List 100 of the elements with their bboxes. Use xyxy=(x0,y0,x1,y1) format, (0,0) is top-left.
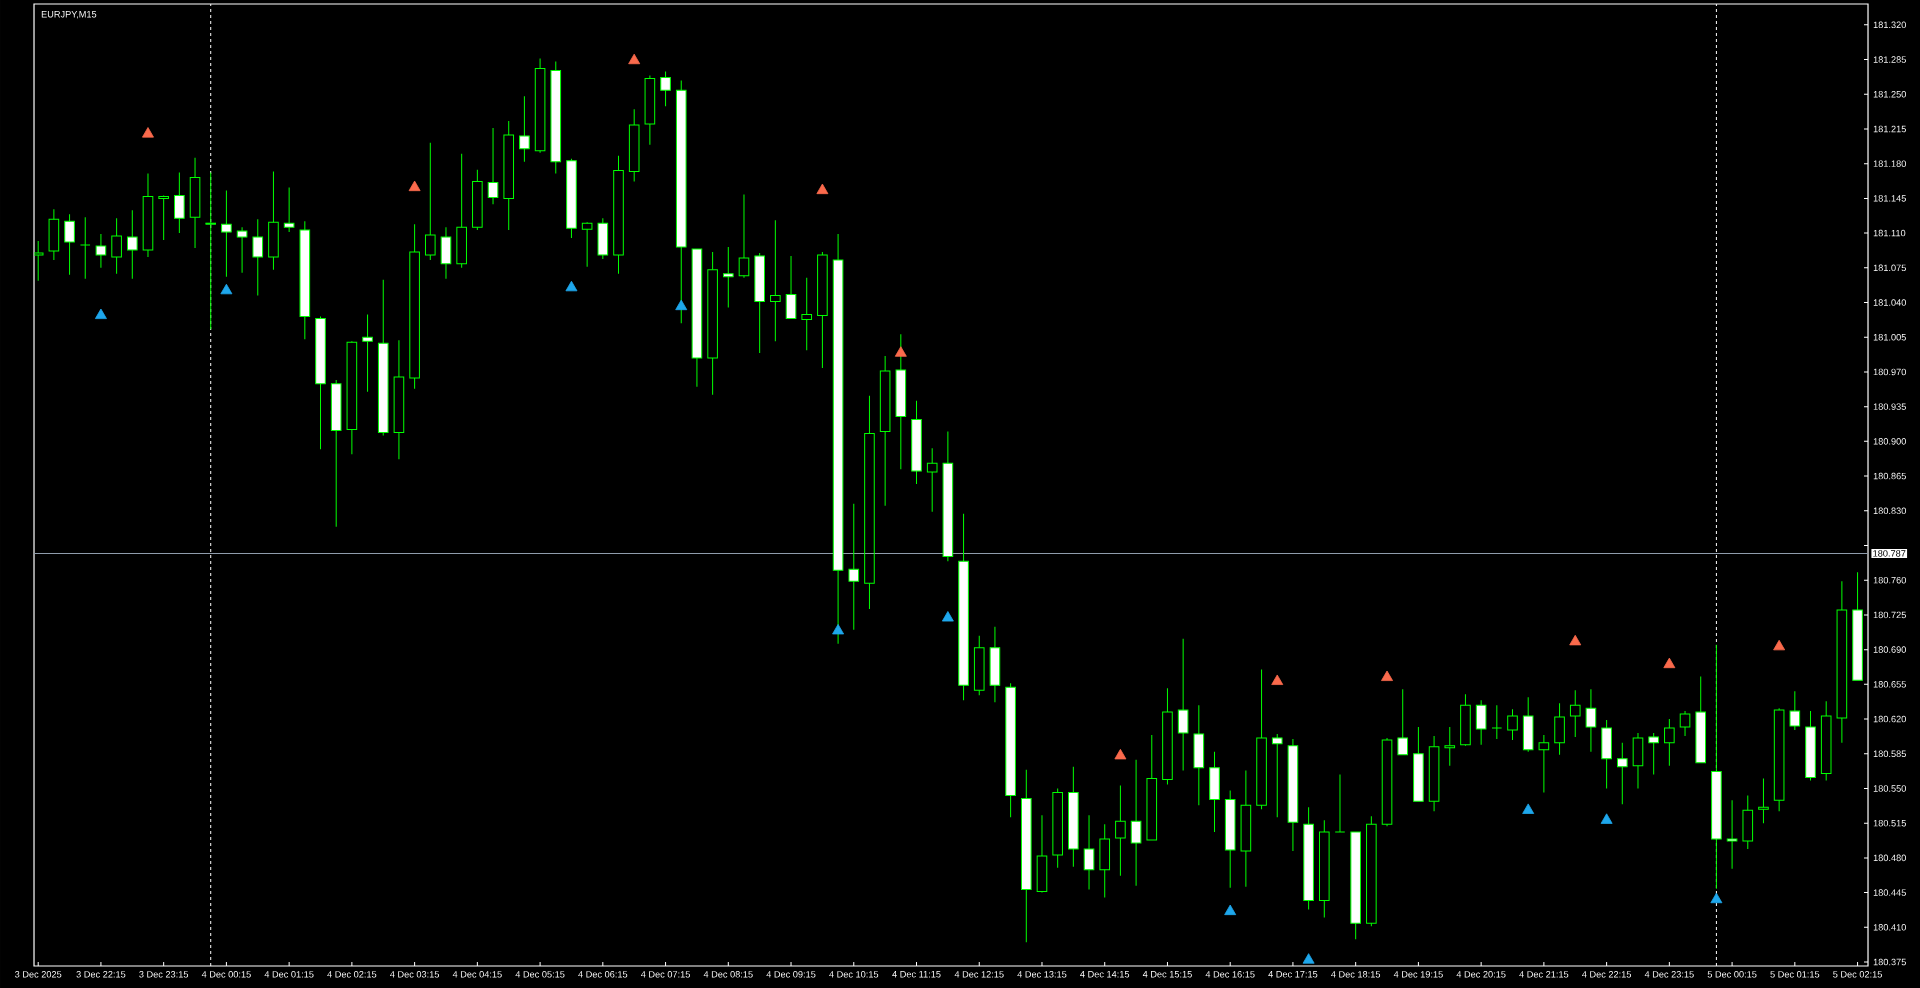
candlestick xyxy=(1522,696,1534,753)
y-tick-label: 181.250 xyxy=(1873,91,1906,98)
candlestick xyxy=(1601,719,1612,789)
point xyxy=(408,180,421,192)
candlestick xyxy=(1460,693,1471,746)
x-tick-label: 4 Dec 18:15 xyxy=(1331,971,1381,978)
candlestick xyxy=(393,339,405,460)
candlestick xyxy=(1366,815,1377,927)
candlestick xyxy=(1554,702,1565,756)
x-tick-label: 4 Dec 15:15 xyxy=(1142,971,1192,978)
candlestick xyxy=(377,279,389,436)
point xyxy=(832,623,845,635)
point xyxy=(628,53,641,65)
x-tick-label: 4 Dec 17:15 xyxy=(1268,971,1318,978)
point xyxy=(1224,904,1237,916)
text: EURJPY,M15 xyxy=(41,11,97,19)
candlestick xyxy=(1240,770,1252,888)
y-tick-label: 180.760 xyxy=(1873,576,1906,584)
candlestick xyxy=(1664,718,1675,767)
y-tick-label: 180.480 xyxy=(1873,854,1906,862)
candlestick xyxy=(48,208,60,261)
point xyxy=(1773,639,1786,651)
point xyxy=(1663,657,1676,669)
x-tick-label: 4 Dec 16:15 xyxy=(1205,971,1255,978)
candlestick xyxy=(1444,726,1456,767)
candlestick xyxy=(660,70,671,107)
point xyxy=(941,611,954,622)
candlestick xyxy=(911,400,922,485)
x-tick-label: 4 Dec 08:15 xyxy=(703,971,753,978)
point xyxy=(816,183,829,195)
candlestick xyxy=(111,217,122,275)
candlestick xyxy=(550,61,562,175)
candlestick xyxy=(126,209,138,280)
candlestick xyxy=(362,313,373,393)
candlestick xyxy=(315,315,326,450)
x-tick-label: 4 Dec 06:15 xyxy=(578,971,628,978)
x-tick-label: 4 Dec 00:15 xyxy=(201,971,251,978)
y-tick-label: 180.935 xyxy=(1873,403,1906,410)
x-tick-label: 4 Dec 20:15 xyxy=(1456,971,1506,978)
x-tick-label: 4 Dec 03:15 xyxy=(390,971,440,978)
candlestick xyxy=(989,626,1001,703)
candlestick xyxy=(1381,737,1393,827)
candlestick xyxy=(675,79,687,324)
candlestick xyxy=(1115,784,1126,877)
y-tick-label: 180.515 xyxy=(1873,819,1906,827)
x-tick-label: 4 Dec 07:15 xyxy=(640,971,690,978)
x-tick-label: 4 Dec 14:15 xyxy=(1080,971,1130,978)
point xyxy=(565,280,578,292)
candlestick xyxy=(1695,675,1707,764)
candlestick xyxy=(1475,699,1487,746)
x-tick-label: 3 Dec 22:15 xyxy=(76,971,126,978)
candlestick xyxy=(64,213,75,276)
y-tick-label: 181.005 xyxy=(1873,333,1906,341)
x-tick-label: 4 Dec 22:15 xyxy=(1582,971,1632,978)
candlestick xyxy=(1585,688,1597,753)
candlestick xyxy=(268,171,279,271)
point xyxy=(675,299,688,311)
candlestick xyxy=(299,220,311,340)
y-tick-label: 180.690 xyxy=(1873,646,1906,653)
y-tick-label: 180.445 xyxy=(1873,889,1906,896)
x-tick-label: 4 Dec 01:15 xyxy=(264,971,314,978)
candlestick xyxy=(1130,759,1142,887)
x-tick-label: 4 Dec 19:15 xyxy=(1393,971,1443,978)
x-tick-label: 3 Dec 2025 xyxy=(15,971,62,978)
candlestick xyxy=(1287,738,1299,852)
candlestick xyxy=(895,333,907,470)
candlestick xyxy=(1773,707,1785,812)
candlestick xyxy=(346,341,358,455)
candlestick xyxy=(864,395,875,610)
candlestick xyxy=(1569,689,1581,738)
candlestick xyxy=(1789,690,1801,731)
point xyxy=(1114,748,1127,760)
candlestick xyxy=(95,233,107,269)
candlestick xyxy=(1350,831,1361,940)
y-tick-label: 181.040 xyxy=(1873,299,1906,306)
point xyxy=(1710,892,1723,904)
candlestick xyxy=(691,248,703,388)
candlestick xyxy=(581,222,593,268)
x-tick-label: 4 Dec 11:15 xyxy=(892,971,941,978)
y-tick-label: 180.550 xyxy=(1873,785,1906,792)
candlestick xyxy=(283,186,295,233)
y-tick-label: 180.620 xyxy=(1873,715,1906,723)
candlestick xyxy=(534,58,546,154)
candlestick xyxy=(1052,787,1063,869)
y-tick-label: 180.865 xyxy=(1873,472,1906,480)
candlestick xyxy=(1303,806,1314,910)
candlestick xyxy=(503,120,515,231)
candlestick xyxy=(770,219,781,342)
candlestick xyxy=(1083,814,1095,891)
candlestick xyxy=(1679,710,1691,737)
x-tick-label: 4 Dec 04:15 xyxy=(452,971,502,978)
candlestick xyxy=(236,226,248,274)
point xyxy=(1381,670,1393,681)
candlestick xyxy=(456,153,467,269)
y-tick-label: 181.215 xyxy=(1873,125,1906,133)
x-tick-label: 4 Dec 10:15 xyxy=(829,971,879,978)
candlestick xyxy=(1805,710,1816,782)
candlestick xyxy=(1162,687,1173,785)
point xyxy=(1302,953,1315,964)
candlestick xyxy=(754,252,765,354)
